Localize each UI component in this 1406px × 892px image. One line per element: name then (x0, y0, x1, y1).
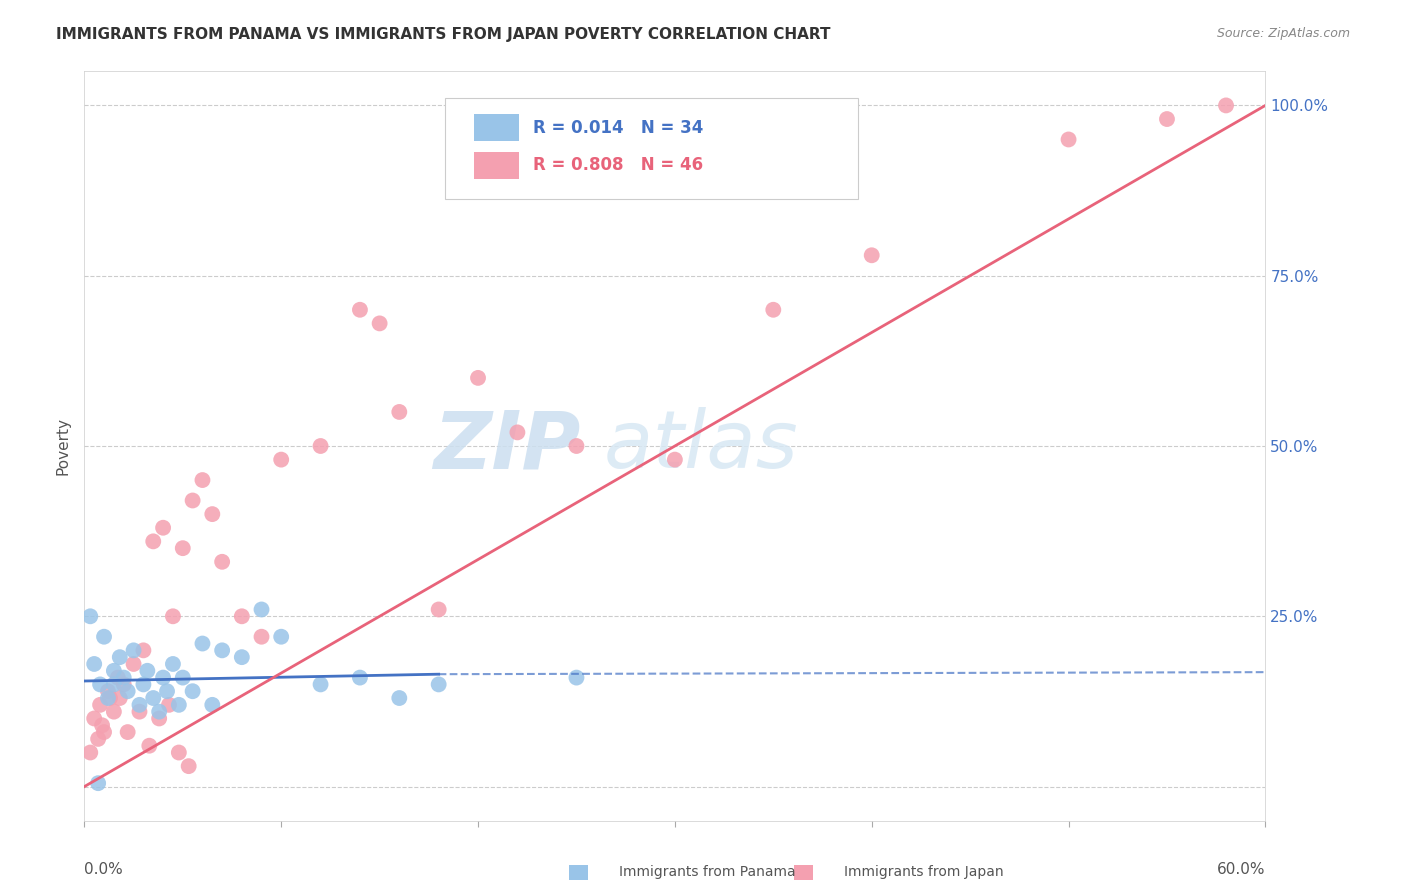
Point (181, 684, 204, 698)
Point (97, 691, 120, 706)
Point (112, 677, 135, 691)
Point (349, 671, 371, 685)
Point (250, 602, 273, 616)
Text: Immigrants from Japan: Immigrants from Japan (844, 865, 1004, 880)
Point (162, 657, 184, 671)
Point (270, 630, 292, 644)
Point (132, 677, 155, 691)
Point (201, 698, 224, 712)
Point (128, 705, 150, 719)
Point (103, 677, 125, 691)
Point (107, 671, 129, 685)
Text: atlas: atlas (605, 407, 799, 485)
Point (128, 698, 150, 712)
Point (1215, 98, 1237, 112)
Point (117, 684, 139, 698)
Point (142, 691, 165, 706)
Point (89, 677, 111, 691)
Point (231, 609, 253, 624)
Point (201, 507, 224, 521)
Point (87, 731, 110, 746)
Point (156, 684, 179, 698)
Point (506, 425, 529, 440)
Point (93, 725, 115, 739)
Point (83, 657, 105, 671)
Point (565, 439, 588, 453)
Point (664, 452, 686, 467)
Point (162, 609, 184, 624)
Point (112, 671, 135, 685)
Text: ZIP: ZIP (433, 407, 581, 485)
Point (860, 248, 883, 262)
Point (83, 711, 105, 725)
Point (191, 473, 214, 487)
Point (349, 302, 371, 317)
Point (309, 439, 332, 453)
Point (132, 643, 155, 657)
Point (93, 630, 115, 644)
Point (1156, 112, 1178, 126)
Point (270, 452, 292, 467)
Point (157, 698, 180, 712)
Point (87, 776, 110, 790)
Point (167, 698, 190, 712)
Point (231, 650, 253, 665)
Text: R = 0.014   N = 34: R = 0.014 N = 34 (533, 119, 703, 136)
Point (142, 534, 165, 549)
Point (565, 671, 588, 685)
Point (762, 302, 785, 317)
Text: 0.0%: 0.0% (84, 862, 124, 877)
Point (388, 405, 411, 419)
Point (122, 643, 145, 657)
Point (167, 746, 190, 760)
Point (138, 739, 160, 753)
Point (89, 698, 111, 712)
Bar (474, 114, 519, 141)
Point (172, 541, 194, 556)
Point (122, 657, 145, 671)
Text: IMMIGRANTS FROM PANAMA VS IMMIGRANTS FROM JAPAN POVERTY CORRELATION CHART: IMMIGRANTS FROM PANAMA VS IMMIGRANTS FRO… (56, 27, 831, 42)
Point (108, 691, 131, 706)
Point (98, 691, 121, 706)
Point (309, 677, 332, 691)
Text: Immigrants from Panama: Immigrants from Panama (619, 865, 796, 880)
Text: 60.0%: 60.0% (1218, 862, 1265, 877)
Text: Source: ZipAtlas.com: Source: ZipAtlas.com (1216, 27, 1350, 40)
Point (211, 555, 233, 569)
Point (97, 684, 120, 698)
Point (79, 609, 101, 624)
Point (191, 636, 214, 650)
FancyBboxPatch shape (444, 97, 858, 199)
Point (152, 521, 174, 535)
Point (172, 671, 194, 685)
Point (152, 671, 174, 685)
Text: R = 0.808   N = 46: R = 0.808 N = 46 (533, 156, 703, 174)
Point (181, 493, 204, 508)
Point (91, 718, 114, 732)
Point (148, 705, 170, 719)
Point (136, 664, 159, 678)
Point (103, 705, 125, 719)
Point (79, 746, 101, 760)
Point (117, 725, 139, 739)
Point (1057, 132, 1080, 146)
Point (177, 759, 200, 773)
Bar (474, 152, 519, 178)
Point (368, 317, 391, 331)
Point (427, 602, 450, 616)
Point (250, 630, 273, 644)
Point (467, 371, 489, 385)
Y-axis label: Poverty: Poverty (55, 417, 70, 475)
Point (211, 643, 233, 657)
Point (427, 677, 450, 691)
Point (108, 650, 131, 665)
Point (388, 691, 411, 706)
Point (103, 664, 125, 678)
Point (148, 711, 170, 725)
